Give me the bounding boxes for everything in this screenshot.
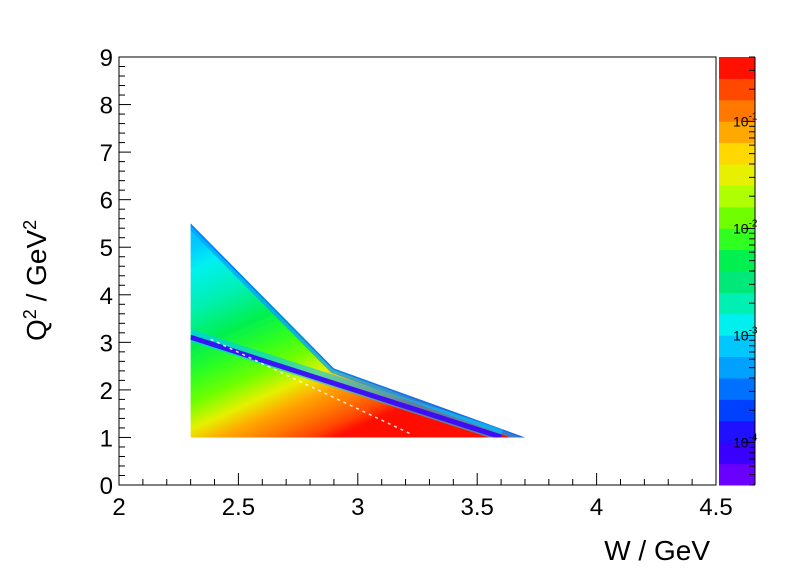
colorbar-swatch bbox=[719, 99, 755, 122]
x-tick-label: 3.5 bbox=[461, 494, 494, 521]
y-tick-label: 1 bbox=[100, 425, 113, 452]
x-tick-label: 4.5 bbox=[699, 494, 732, 521]
colorbar-label: 10-3 bbox=[733, 325, 758, 343]
y-axis-title: Q2 / GeV2 bbox=[20, 220, 52, 341]
gap-band bbox=[190, 334, 502, 438]
x-tick-label: 2 bbox=[112, 494, 125, 521]
colorbar-swatch bbox=[719, 292, 755, 315]
x-tick-label: 4 bbox=[590, 494, 603, 521]
x-tick-label: 3 bbox=[351, 494, 364, 521]
x-axis-title: W / GeV bbox=[604, 535, 710, 566]
y-tick-label: 9 bbox=[100, 45, 113, 72]
colorbar-swatch bbox=[719, 78, 755, 101]
colorbar-swatch bbox=[719, 378, 755, 400]
y-tick-label: 6 bbox=[100, 188, 113, 215]
colorbar-swatch bbox=[719, 356, 755, 379]
colorbar-label: 10-1 bbox=[733, 111, 758, 129]
y-tick-label: 8 bbox=[100, 93, 113, 120]
y-tick-label: 2 bbox=[100, 378, 113, 405]
y-axis: 0 1 2 3 4 5 6 7 8 9 bbox=[100, 45, 131, 500]
y-tick-label: 7 bbox=[100, 140, 113, 167]
colorbar-swatch bbox=[719, 249, 755, 272]
colorbar-label: 10-4 bbox=[733, 432, 758, 450]
colorbar-swatch bbox=[719, 442, 755, 465]
x-axis: 2 2.5 3 3.5 4 4.5 bbox=[112, 473, 733, 521]
y-tick-label: 5 bbox=[100, 235, 113, 262]
y-tick-label: 3 bbox=[100, 330, 113, 357]
colorbar-swatch bbox=[719, 399, 755, 422]
colorbar-swatch bbox=[719, 164, 755, 186]
colorbar-swatch bbox=[719, 335, 755, 358]
y-tick-label: 0 bbox=[100, 473, 113, 500]
colorbar-swatch bbox=[719, 313, 755, 336]
y-tick-label: 4 bbox=[100, 283, 113, 310]
colorbar-swatch bbox=[719, 420, 755, 443]
colorbar-swatch bbox=[719, 206, 755, 229]
colorbar-swatch bbox=[719, 185, 755, 208]
colorbar-swatch bbox=[719, 463, 755, 486]
x-tick-label: 2.5 bbox=[222, 494, 255, 521]
colorbar-swatch bbox=[719, 271, 755, 293]
colorbar-swatch bbox=[719, 142, 755, 165]
colorbar-label: 10-2 bbox=[733, 218, 758, 236]
colorbar-swatch bbox=[719, 57, 755, 79]
gap-band-empty-bins bbox=[210, 338, 412, 435]
color-scale-bar: 10-1 10-2 10-3 10-4 bbox=[719, 56, 758, 486]
colorbar-swatch bbox=[719, 121, 755, 144]
colorbar-swatch bbox=[719, 228, 755, 251]
